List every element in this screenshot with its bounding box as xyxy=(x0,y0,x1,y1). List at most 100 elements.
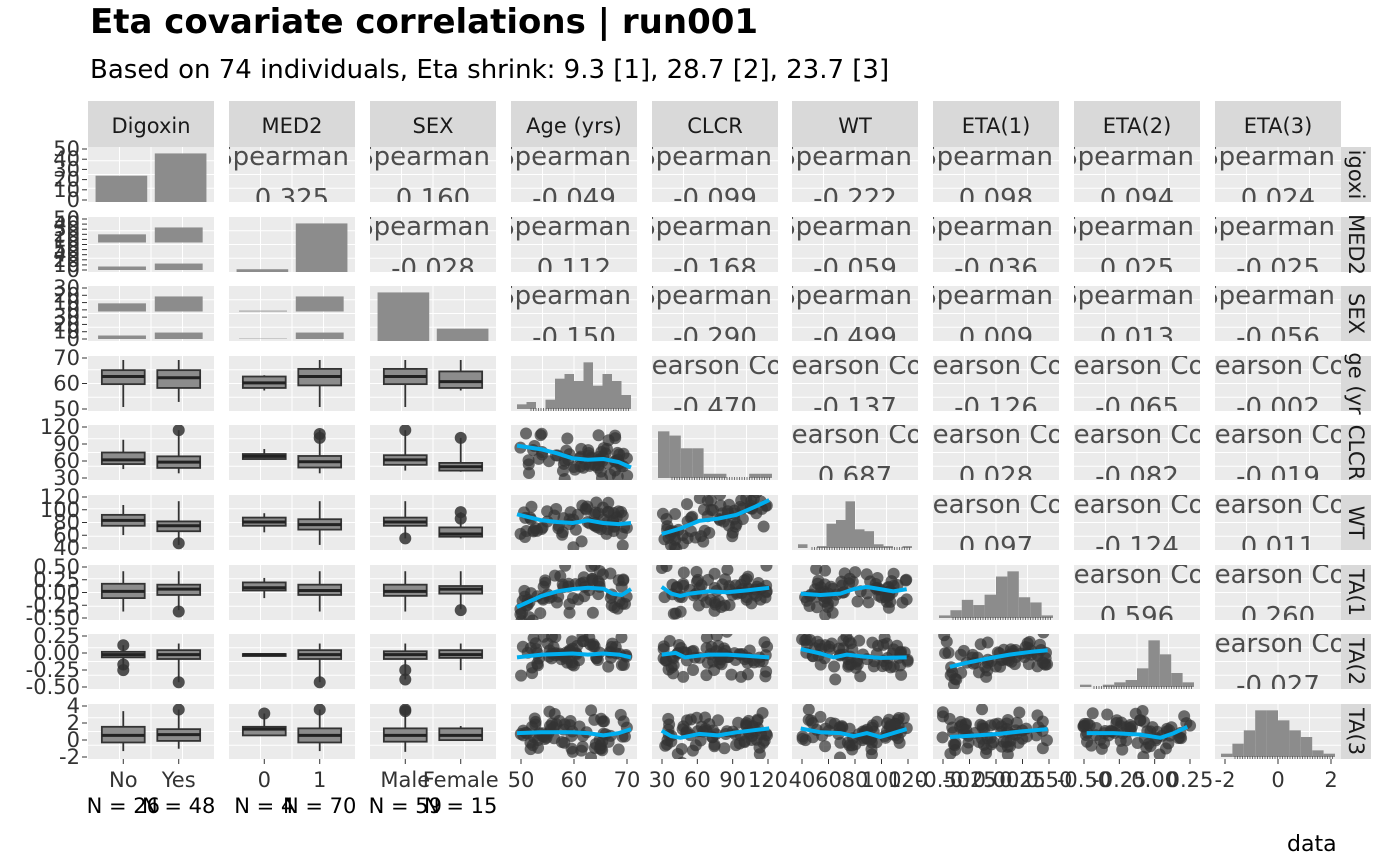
scatter-point xyxy=(862,596,875,609)
scatter-point xyxy=(617,574,630,587)
y-tick-label: 30 xyxy=(53,276,80,300)
scatter-point xyxy=(1083,719,1096,732)
cor-method-label: Pearson Cor xyxy=(1200,490,1357,520)
row-strip-label-group: TA(2 xyxy=(1344,637,1368,685)
row-strip-label-group: TA(3 xyxy=(1344,707,1368,755)
cor-value-label: -0.222 xyxy=(813,184,897,214)
cor-value-label: 0.009 xyxy=(959,323,1033,353)
scatter-point xyxy=(532,452,545,465)
cor-value-label: 0.013 xyxy=(1100,323,1174,353)
scatter-point xyxy=(566,658,579,671)
col-strip xyxy=(511,101,637,147)
scatter-point xyxy=(809,583,822,596)
boxplot-panel xyxy=(100,360,202,407)
x-count-label: N = 26 xyxy=(87,794,160,818)
scatter-point xyxy=(585,704,598,717)
scatter-point xyxy=(595,742,608,755)
scatter-point xyxy=(659,739,672,752)
x-tick-label: No xyxy=(109,768,138,792)
cor-panel: Pearson Cor 0.260 xyxy=(1215,565,1341,632)
scatter-point xyxy=(538,733,551,746)
scatter-point xyxy=(819,740,832,753)
scatter-panel xyxy=(656,565,773,620)
hist-bar xyxy=(1255,710,1267,757)
x-tick-label: -0.25 xyxy=(942,768,996,792)
hist-bar xyxy=(680,448,693,478)
box-outlier xyxy=(313,676,326,689)
hist-bar xyxy=(692,448,704,478)
cor-value-label: 0.260 xyxy=(1241,602,1315,632)
hist-bar xyxy=(1114,682,1126,687)
scatter-point xyxy=(656,507,669,520)
hist-bar xyxy=(1080,684,1092,687)
diag-panel xyxy=(939,571,1053,620)
smooth-line xyxy=(949,648,1048,669)
x-tick-label: Female xyxy=(423,768,499,792)
scatter-point xyxy=(821,597,834,610)
y-tick-label: 10 xyxy=(53,178,80,202)
cor-panel: Spearman r 0.112 xyxy=(511,217,637,284)
scatter-point xyxy=(1172,731,1185,744)
scatter-point xyxy=(576,634,589,642)
bar xyxy=(154,332,203,339)
diag-panel xyxy=(517,362,631,411)
cor-panel: Spearman r -0.222 xyxy=(792,147,918,214)
hist-bar xyxy=(602,374,612,409)
scatter-point xyxy=(887,660,900,673)
scatter-point xyxy=(550,502,563,515)
cor-method-label: Spearman r xyxy=(639,212,791,242)
scatter-point xyxy=(834,751,847,759)
hist-bar xyxy=(939,615,951,618)
smooth-line xyxy=(949,727,1048,739)
row-strip-label: WT xyxy=(1344,506,1368,540)
row-strip xyxy=(1341,704,1371,759)
scatter-panel xyxy=(657,634,774,683)
hist-bar xyxy=(1148,640,1160,687)
scatter-panel xyxy=(514,427,634,480)
scatter-point xyxy=(677,566,690,579)
scatter-point xyxy=(524,743,537,756)
row-strip xyxy=(1341,495,1371,550)
hist-bar xyxy=(836,520,846,548)
scatter-point xyxy=(548,732,561,745)
scatter-point xyxy=(1134,714,1147,727)
scatter-point xyxy=(884,719,897,732)
scatter-point xyxy=(553,714,566,727)
smooth-line xyxy=(1086,724,1189,740)
boxplot-panel xyxy=(241,501,343,545)
cor-panel: Spearman r -0.049 xyxy=(511,147,637,202)
cor-panel: Spearman r 0.098 xyxy=(920,142,1072,202)
cor-value-label: -0.099 xyxy=(673,184,757,214)
cor-method-label: Spearman r xyxy=(920,142,1072,172)
cor-panel: Spearman r -0.150 xyxy=(511,286,637,341)
x-count-label: N = 70 xyxy=(283,794,356,818)
y-tick-label: -0.50 xyxy=(26,606,80,630)
hist-bar xyxy=(703,473,715,478)
y-tick-label: 0 xyxy=(67,233,80,257)
scatter-panel xyxy=(796,704,913,759)
scatter-point xyxy=(854,670,867,683)
smooth-line xyxy=(661,498,771,536)
scatter-point xyxy=(581,500,594,513)
smooth-line xyxy=(800,726,908,739)
box-outlier xyxy=(172,537,185,550)
y-tick-label: 2 xyxy=(67,711,80,735)
bar xyxy=(98,266,146,270)
cor-value-label: -0.470 xyxy=(673,393,757,423)
y-tick-label: 60 xyxy=(53,372,80,396)
cor-method-label: Spearman r xyxy=(216,142,368,172)
cor-method-label: Spearman r xyxy=(1061,142,1213,172)
diag-panel xyxy=(1080,640,1194,689)
y-tick-label: 60 xyxy=(53,523,80,547)
scatter-point xyxy=(618,597,631,610)
scatter-point xyxy=(704,593,717,606)
row-strip-label-group: MED2 xyxy=(1344,214,1368,275)
hist-bar xyxy=(658,431,670,478)
scatter-point xyxy=(523,467,536,480)
hist-bar xyxy=(798,544,808,548)
row-strip-label-group: SEX xyxy=(1344,293,1368,334)
y-tick-label: 0.25 xyxy=(33,624,80,648)
hist-bar xyxy=(583,362,593,409)
cor-value-label: 0.112 xyxy=(537,254,611,284)
scatter-point xyxy=(710,634,723,642)
